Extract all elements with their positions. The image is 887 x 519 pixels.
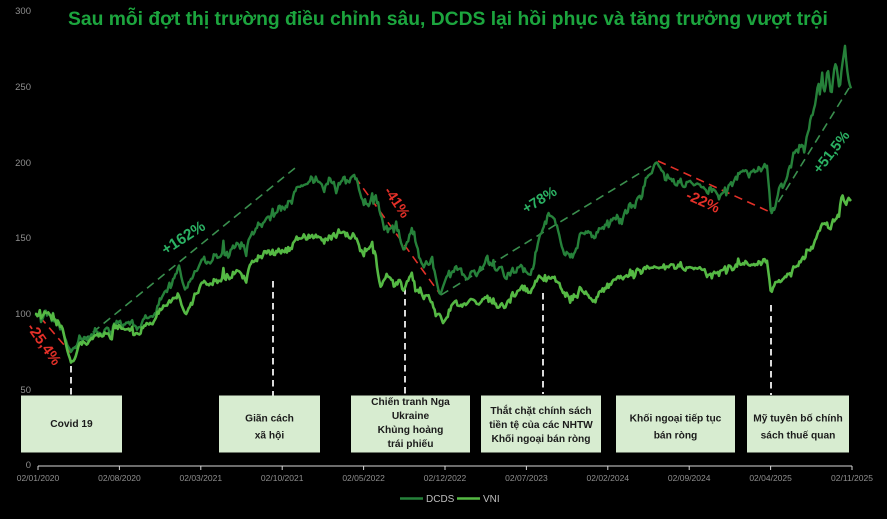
svg-text:Giãn cách: Giãn cách: [245, 414, 294, 425]
svg-text:Ukraine: Ukraine: [392, 411, 430, 422]
svg-text:Khối ngoại bán ròng: Khối ngoại bán ròng: [491, 433, 590, 445]
svg-text:02/03/2021: 02/03/2021: [180, 473, 223, 483]
svg-text:02/09/2024: 02/09/2024: [668, 473, 711, 483]
svg-text:trái phiếu: trái phiếu: [388, 438, 434, 450]
svg-text:02/04/2025: 02/04/2025: [749, 473, 792, 483]
svg-text:0: 0: [26, 460, 31, 471]
svg-text:bán ròng: bán ròng: [654, 431, 698, 442]
svg-text:DCDS: DCDS: [426, 494, 455, 505]
svg-text:VNI: VNI: [483, 494, 500, 505]
svg-text:02/12/2022: 02/12/2022: [424, 473, 467, 483]
svg-text:02/08/2020: 02/08/2020: [98, 473, 141, 483]
svg-text:50: 50: [20, 385, 31, 396]
svg-text:02/02/2024: 02/02/2024: [587, 473, 630, 483]
svg-text:Khủng hoảng: Khủng hoảng: [378, 425, 444, 436]
svg-text:300: 300: [15, 6, 31, 17]
svg-text:Thắt chặt chính sách: Thắt chặt chính sách: [490, 404, 591, 417]
svg-text:Covid 19: Covid 19: [50, 419, 93, 430]
svg-text:Chiến tranh Nga: Chiến tranh Nga: [371, 396, 450, 408]
svg-text:150: 150: [15, 233, 31, 244]
svg-text:100: 100: [15, 309, 31, 320]
svg-text:02/10/2021: 02/10/2021: [261, 473, 304, 483]
svg-text:sách thuế quan: sách thuế quan: [761, 430, 836, 442]
svg-text:Mỹ tuyên bố chính: Mỹ tuyên bố chính: [753, 413, 842, 425]
svg-text:200: 200: [15, 158, 31, 169]
svg-text:02/01/2020: 02/01/2020: [17, 473, 60, 483]
svg-text:tiền tệ của các NHTW: tiền tệ của các NHTW: [489, 419, 593, 431]
svg-text:02/05/2022: 02/05/2022: [342, 473, 385, 483]
svg-text:Khối ngoại tiếp tục: Khối ngoại tiếp tục: [630, 413, 722, 425]
svg-text:250: 250: [15, 82, 31, 93]
svg-text:02/11/2025: 02/11/2025: [831, 473, 873, 483]
svg-text:xã hội: xã hội: [255, 431, 285, 442]
svg-text:Sau mỗi đợt thị trường điều ch: Sau mỗi đợt thị trường điều chỉnh sâu, D…: [68, 6, 828, 30]
svg-text:02/07/2023: 02/07/2023: [505, 473, 548, 483]
